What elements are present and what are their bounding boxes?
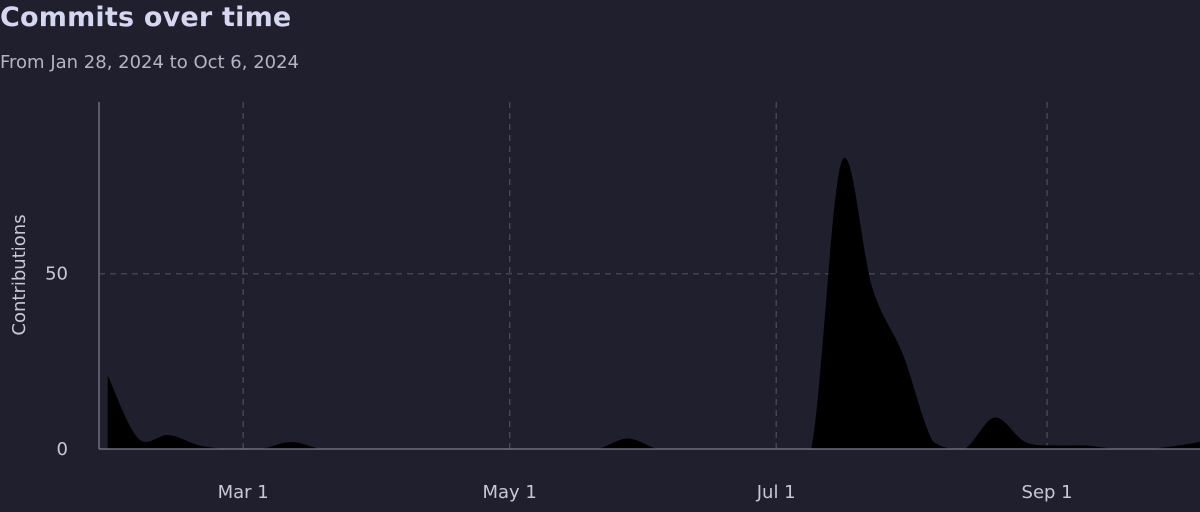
tick-labels: Mar 1 May 1 Jul 1 Sep 1 0 50 (45, 264, 1073, 503)
chart-subtitle: From Jan 28, 2024 to Oct 6, 2024 (0, 52, 300, 73)
axis-layer (98, 102, 1200, 450)
grid-layer (99, 102, 1200, 449)
x-tick-label: May 1 (482, 482, 536, 503)
chart-title: Commits over time (0, 2, 292, 33)
x-tick-label: Jul 1 (756, 482, 796, 503)
x-tick-label: Mar 1 (218, 482, 269, 503)
y-tick-label: 0 (57, 439, 68, 460)
x-tick-label: Sep 1 (1022, 482, 1073, 503)
commits-area (107, 158, 1200, 449)
y-tick-label: 50 (45, 264, 68, 285)
y-axis-title: Contributions (9, 214, 30, 335)
